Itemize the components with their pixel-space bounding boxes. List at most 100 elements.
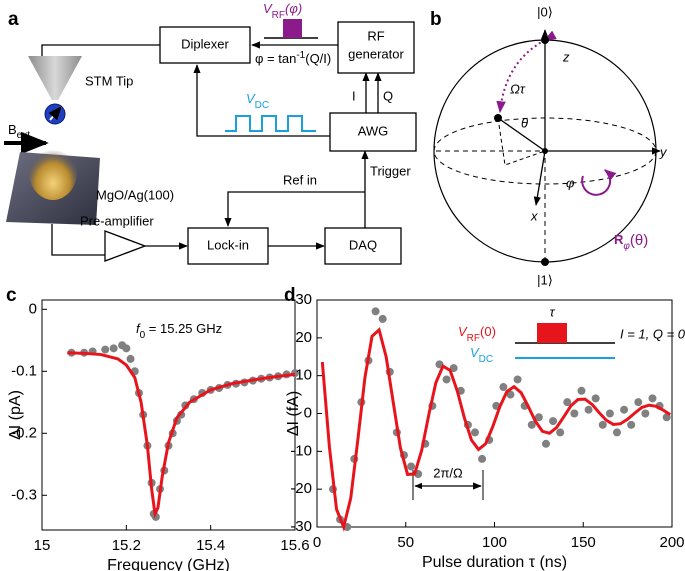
label: φ = tan-1(Q/I): [255, 50, 331, 67]
label-part: -1: [296, 50, 305, 61]
panel-label: a: [8, 9, 19, 30]
panel-label: d: [284, 285, 296, 306]
label-part: φ: [623, 241, 630, 252]
data-point: [549, 417, 558, 426]
data-point: [109, 344, 118, 353]
x-tick-label: 15: [34, 537, 51, 554]
panel-label: c: [6, 285, 17, 306]
data-point: [634, 398, 643, 407]
label-part: (0): [480, 324, 496, 339]
label: Diplexer: [181, 36, 229, 51]
y-axis-label: ΔI (pA): [7, 390, 24, 440]
label-part: V: [246, 91, 256, 106]
y-tick-label: 20: [295, 329, 312, 346]
adatom: [29, 144, 77, 200]
spin-arrow: [48, 105, 62, 121]
label: φ: [566, 175, 575, 190]
setup-diagram: STM Tip Bext MgO/Ag(100) Pre-amplifier L…: [4, 1, 417, 265]
x-tick-label: 15.2: [112, 537, 141, 554]
label: VRF(0): [458, 324, 496, 343]
label-part: B: [8, 122, 17, 137]
label: VDC: [470, 345, 493, 364]
label: DAQ: [349, 237, 377, 252]
label-part: f: [136, 321, 141, 336]
y-tick-label: 0: [29, 300, 37, 317]
x-axis-label: Pulse duration τ (ns): [422, 554, 567, 571]
wire: [224, 191, 365, 227]
annotation: f0 = 15.25 GHz: [136, 321, 222, 340]
chart: 0 50 100 150 200 -30 -20 -10 0 10 20 30 Pulse durati…: [285, 291, 684, 571]
point: [541, 36, 549, 44]
data-point: [506, 390, 515, 399]
y-tick-label: -0.2: [11, 424, 37, 441]
y-tick-label: 30: [295, 291, 312, 308]
label: STM Tip: [85, 73, 133, 88]
axis: [533, 150, 546, 206]
label: RF: [367, 28, 384, 43]
data-point: [627, 420, 636, 429]
data-point: [378, 314, 387, 323]
data-point: [527, 420, 536, 429]
label: Q: [383, 88, 393, 103]
diplexer-box: [159, 26, 251, 64]
data-point: [598, 420, 607, 429]
period-marker: 2π/Ω: [412, 465, 484, 500]
data-point: [513, 375, 522, 384]
label-part: = 15.25 GHz: [145, 321, 222, 336]
inset: τ VRF(0) VDC I = 1, Q = 0: [458, 304, 685, 364]
y-tick-label: -0.1: [11, 362, 37, 379]
label: |1⟩: [537, 272, 553, 287]
label: AWG: [358, 123, 389, 138]
panel-label: b: [430, 9, 442, 30]
label: Lock-in: [207, 237, 249, 252]
label-part: φ = tan: [255, 51, 296, 66]
wire: [51, 224, 105, 256]
label-part: DC: [255, 100, 269, 111]
state-vector: [497, 117, 546, 152]
y-tick-label: -0.3: [11, 486, 37, 503]
y-tick-label: -20: [290, 480, 312, 497]
label: generator: [348, 46, 404, 61]
label: 2π/Ω: [433, 465, 463, 480]
y-tick-label: 10: [295, 367, 312, 384]
preamp: [104, 230, 147, 262]
label-part: RF: [467, 333, 480, 344]
label-part: V: [458, 324, 468, 339]
x-tick-label: 15.6: [280, 537, 309, 554]
stm-tip: [28, 56, 82, 100]
label: Trigger: [370, 163, 411, 178]
label-part: ext: [17, 130, 31, 141]
data-point: [570, 409, 579, 418]
data-point: [499, 383, 508, 392]
label: τ: [550, 304, 556, 319]
label: Ref in: [283, 172, 317, 187]
data-point: [371, 307, 380, 316]
dc-pulse: [225, 115, 316, 132]
point: [494, 114, 502, 122]
label: Pre-amplifier: [80, 213, 154, 228]
daq-box: [324, 227, 402, 265]
label: Ωτ: [510, 81, 526, 96]
wire: [41, 44, 160, 56]
rf-pulse: [283, 19, 302, 38]
data-point: [620, 405, 629, 414]
label-part: DC: [479, 354, 493, 365]
fit-line: [320, 327, 672, 532]
projection: [497, 117, 546, 166]
rf-box: [337, 21, 415, 74]
label: VDC: [246, 91, 269, 110]
fit-line: [67, 351, 296, 520]
label-part: 0: [140, 330, 146, 341]
label: z: [562, 49, 570, 64]
rotation-arc: [496, 30, 557, 114]
data-point: [641, 409, 650, 418]
x-tick-label: 150: [571, 534, 596, 551]
y-tick-label: 0: [304, 404, 312, 421]
label: VRF(φ): [263, 1, 302, 20]
data-point: [442, 375, 451, 384]
x-tick-label: 50: [397, 534, 414, 551]
data-point: [591, 394, 600, 403]
data-point: [577, 386, 586, 395]
label: y: [659, 144, 668, 159]
